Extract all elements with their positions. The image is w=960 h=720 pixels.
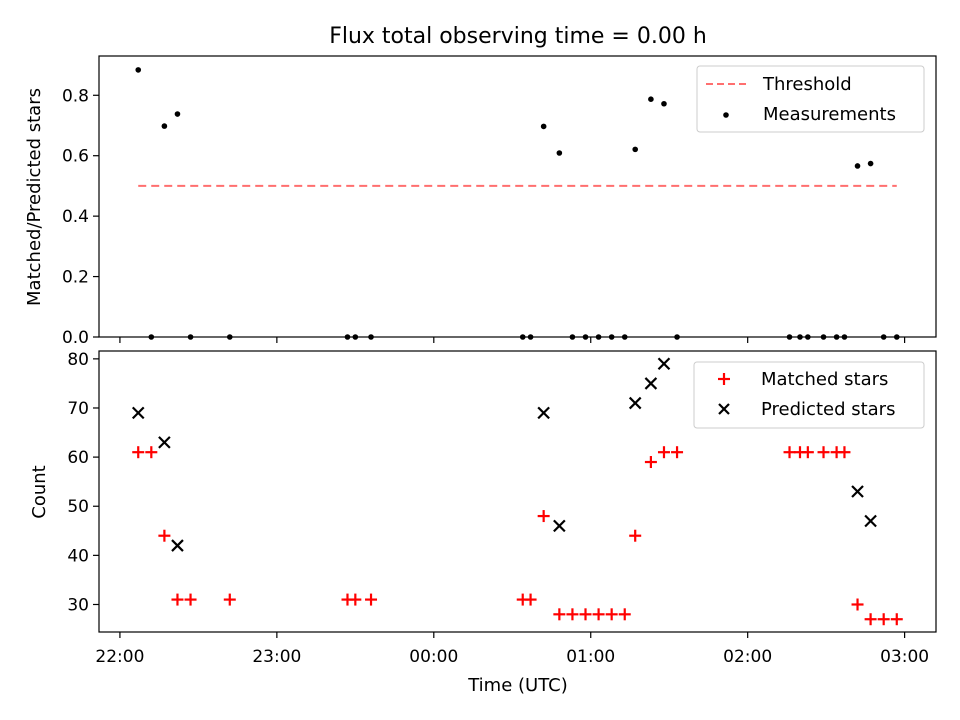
bottom-panel: 30 40 50 60 70 80 22:00 23:00 00:00 01:00 02:00 03:… xyxy=(29,350,937,696)
top-y-tick-label: 0.8 xyxy=(62,86,89,106)
matched-point xyxy=(145,446,158,459)
x-tick-label: 23:00 xyxy=(252,647,301,667)
measurement-point xyxy=(854,163,861,169)
matched-point xyxy=(851,598,864,611)
matched-point xyxy=(132,446,145,459)
matched-point xyxy=(566,608,579,621)
matched-point xyxy=(553,608,566,621)
predicted-point xyxy=(553,519,566,533)
top-axes-frame xyxy=(98,55,937,338)
matched-point xyxy=(171,593,184,606)
top-y-tick-label: 0.6 xyxy=(62,147,89,167)
matched-point xyxy=(817,446,830,459)
top-y-tick-label: 0.0 xyxy=(62,328,89,348)
top-y-tick-label: 0.4 xyxy=(62,207,89,227)
measurement-point xyxy=(867,160,874,167)
predicted-point xyxy=(657,357,671,371)
matched-legend-label: Matched stars xyxy=(761,369,888,390)
matched-point xyxy=(605,608,618,621)
predicted-point xyxy=(158,436,171,449)
measurements-legend-label: Measurements xyxy=(763,104,896,125)
x-tick-label: 01:00 xyxy=(566,647,615,667)
measurement-point xyxy=(661,100,667,107)
top-legend-box xyxy=(696,65,925,133)
predicted-point xyxy=(644,377,658,390)
predicted-point xyxy=(851,485,864,498)
measurement-point xyxy=(648,96,654,103)
measurement-point xyxy=(174,111,181,117)
predicted-point xyxy=(131,406,145,420)
matched-point xyxy=(801,446,814,459)
matched-point xyxy=(629,529,642,542)
measurements-legend-swatch xyxy=(723,112,729,118)
bottom-y-tick-label: 30 xyxy=(67,595,89,615)
predicted-legend-label: Predicted stars xyxy=(761,399,895,420)
matched-point xyxy=(618,608,631,621)
top-y-axis-label: Matched/Predicted stars xyxy=(24,88,45,306)
matched-point xyxy=(671,446,684,459)
matched-legend-swatch xyxy=(718,373,730,385)
matched-point xyxy=(890,613,903,626)
predicted-legend-swatch xyxy=(718,403,730,415)
threshold-legend-label: Threshold xyxy=(762,74,852,95)
bottom-axes-frame xyxy=(98,350,937,633)
matched-point xyxy=(838,446,851,459)
matched-point xyxy=(644,456,657,469)
predicted-point xyxy=(628,396,642,410)
matched-point xyxy=(349,593,362,606)
bottom-y-tick-label: 80 xyxy=(67,350,89,370)
matched-point xyxy=(579,608,592,621)
bottom-y-tick-label: 60 xyxy=(67,448,89,468)
matched-point xyxy=(158,529,171,542)
predicted-point xyxy=(864,514,877,528)
predicted-point xyxy=(171,539,184,552)
bottom-y-tick-label: 40 xyxy=(67,546,89,566)
matched-point xyxy=(864,613,877,626)
bottom-y-axis-label: Count xyxy=(29,465,50,518)
measurement-point xyxy=(161,123,168,129)
matched-point xyxy=(657,446,670,459)
x-axis-label: Time (UTC) xyxy=(467,675,568,696)
x-tick-label: 03:00 xyxy=(880,647,929,667)
measurement-point xyxy=(540,123,547,130)
measurement-point xyxy=(556,150,563,156)
matched-point xyxy=(592,608,605,621)
matched-point xyxy=(537,510,550,523)
measurement-point xyxy=(135,67,142,73)
top-y-tick-label: 0.2 xyxy=(62,268,89,288)
chart-title: Flux total observing time = 0.00 h xyxy=(329,24,707,49)
x-tick-label: 00:00 xyxy=(409,647,458,667)
x-tick-label: 02:00 xyxy=(723,647,772,667)
matched-point xyxy=(524,593,537,606)
top-legend: Threshold Measurements xyxy=(696,65,925,133)
x-tick-label: 22:00 xyxy=(95,647,144,667)
bottom-legend-box xyxy=(693,361,925,429)
bottom-y-tick-label: 70 xyxy=(67,399,89,419)
predicted-point xyxy=(537,406,550,420)
bottom-y-tick-label: 50 xyxy=(67,497,89,517)
measurement-point xyxy=(632,146,639,153)
matched-point xyxy=(783,446,796,459)
matched-point xyxy=(184,593,197,606)
matched-point xyxy=(365,593,378,606)
top-panel: 0.00.20.40.60.8 Matched/Predicted stars … xyxy=(24,55,937,348)
matched-point xyxy=(877,613,890,626)
matched-point xyxy=(223,593,236,606)
bottom-legend: Matched stars Predicted stars xyxy=(693,361,925,429)
